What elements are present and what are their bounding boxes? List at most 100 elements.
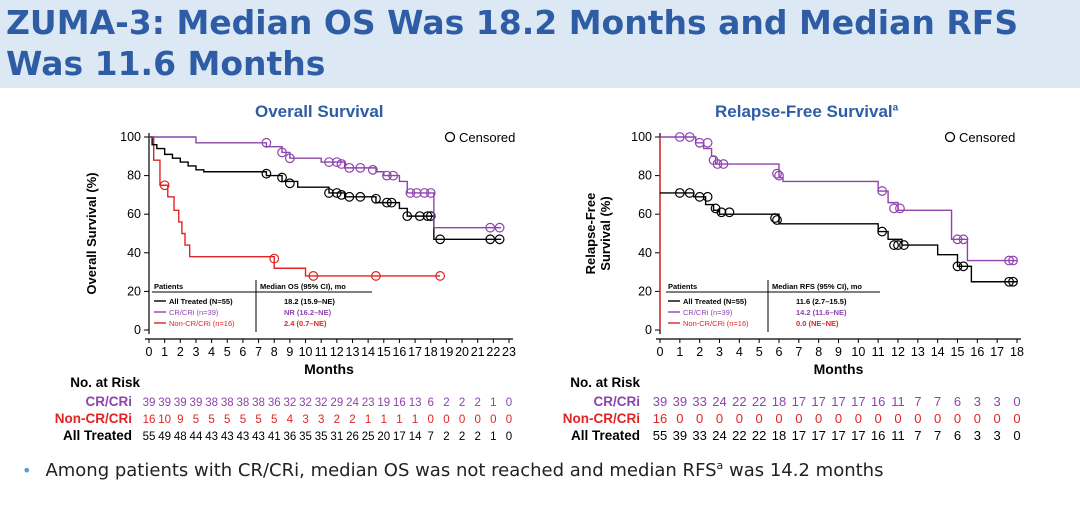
os-at-risk-value-all: 44 <box>190 431 203 443</box>
rfs-at-risk-value-crcri: 7 <box>934 394 941 409</box>
os-at-risk-value-crcri: 38 <box>237 397 250 409</box>
os-censor-mark-crcri <box>388 170 399 181</box>
rfs-censor-mark-all <box>770 213 780 223</box>
rfs-at-risk-value-noncr: 0 <box>716 411 723 426</box>
os-at-risk-value-crcri: 0 <box>506 397 512 409</box>
rfs-y-tick-label: 0 <box>645 323 652 337</box>
os-at-risk-value-all: 43 <box>237 431 250 443</box>
os-at-risk-value-crcri: 23 <box>362 397 375 409</box>
rfs-at-risk-value-all: 3 <box>974 428 981 443</box>
rfs-at-risk-value-noncr: 0 <box>775 411 782 426</box>
os-at-risk-value-crcri: 32 <box>283 397 296 409</box>
rfs-censor-mark-all <box>674 188 685 198</box>
os-censor-mark-all <box>422 211 433 222</box>
os-at-risk-value-all: 48 <box>174 431 187 443</box>
rfs-at-risk-value-noncr: 16 <box>653 411 667 426</box>
rfs-chart-title: Relapse-Free Survivala <box>715 102 898 122</box>
rfs-at-risk-label-noncr: Non-CR/CRi <box>563 411 640 426</box>
rfs-censor-mark-all <box>958 261 969 272</box>
os-censor-mark-all <box>414 211 425 222</box>
rfs-at-risk-value-noncr: 0 <box>815 411 822 426</box>
rfs-at-risk-value-noncr: 0 <box>696 411 703 426</box>
rfs-at-risk-value-all: 39 <box>673 428 687 443</box>
rfs-at-risk-value-noncr: 0 <box>855 411 862 426</box>
os-censor-mark-crcri <box>382 170 392 181</box>
os-x-tick-label: 3 <box>192 345 199 359</box>
rfs-legend-label-noncr: Non-CR/CRi (n=16) <box>683 319 749 328</box>
rfs-at-risk-value-noncr: 0 <box>875 411 882 426</box>
rfs-x-tick-label: 8 <box>815 345 822 359</box>
rfs-y-axis-label-line: Survival (%) <box>598 196 613 270</box>
rfs-x-tick-label: 9 <box>835 345 842 359</box>
os-x-tick-label: 13 <box>346 345 360 359</box>
os-at-risk-value-all: 0 <box>506 431 512 443</box>
rfs-x-tick-label: 3 <box>716 345 723 359</box>
os-censor-mark-crcri <box>367 164 378 175</box>
rfs-censor-mark-crcri <box>952 234 963 245</box>
os-at-risk-value-all: 25 <box>362 431 375 443</box>
os-censor-mark-crcri <box>419 188 430 198</box>
rfs-at-risk-value-noncr: 0 <box>894 411 901 426</box>
rfs-at-risk-value-noncr: 0 <box>954 411 961 426</box>
rfs-censor-mark-crcri <box>1008 255 1018 266</box>
os-censor-mark-all <box>485 234 496 245</box>
os-at-risk-label-noncr: Non-CR/CRi <box>55 411 132 426</box>
rfs-censor-mark-all <box>1008 276 1018 287</box>
rfs-at-risk-value-noncr: 0 <box>795 411 802 426</box>
os-x-tick-label: 15 <box>377 345 391 359</box>
os-at-risk-label-all: All Treated <box>63 428 132 443</box>
os-at-risk-label-crcri: CR/CRi <box>86 394 133 409</box>
os-x-tick-label: 4 <box>208 345 215 359</box>
os-at-risk-value-all: 36 <box>283 431 296 443</box>
os-censor-mark-crcri <box>277 147 287 158</box>
os-at-risk-value-all: 41 <box>268 431 281 443</box>
os-y-tick-label: 20 <box>127 284 141 298</box>
os-at-risk-value-crcri: 39 <box>190 397 203 409</box>
rfs-censor-mark-all <box>684 188 695 198</box>
rfs-at-risk-value-noncr: 0 <box>934 411 941 426</box>
os-at-risk-value-all: 14 <box>409 431 422 443</box>
os-at-risk-value-noncr: 10 <box>158 414 171 426</box>
os-at-risk-value-noncr: 0 <box>474 414 480 426</box>
rfs-censor-mark-crcri <box>958 234 969 245</box>
rfs-legend-header-patients: Patients <box>668 282 697 291</box>
os-censor-mark-all <box>277 172 287 183</box>
rfs-censored-legend-marker <box>944 131 956 143</box>
rfs-x-tick-label: 12 <box>891 345 905 359</box>
rfs-at-risk-value-crcri: 22 <box>732 394 746 409</box>
rfs-at-risk-value-crcri: 7 <box>914 394 921 409</box>
os-at-risk-value-noncr: 5 <box>255 414 261 426</box>
os-censor-mark-crcri <box>425 188 436 198</box>
os-x-tick-label: 22 <box>486 345 500 359</box>
os-censor-mark-crcri <box>336 159 347 169</box>
os-y-tick-label: 0 <box>134 323 141 337</box>
slide-title: ZUMA-3: Median OS Was 18.2 Months and Me… <box>6 3 1019 83</box>
rfs-y-tick-label: 80 <box>638 169 652 183</box>
os-at-risk-value-all: 2 <box>459 431 465 443</box>
os-at-risk-value-all: 26 <box>346 431 359 443</box>
rfs-at-risk-label-crcri: CR/CRi <box>594 394 641 409</box>
rfs-legend-median-noncr: 0.0 (NE–NE) <box>796 319 839 328</box>
os-legend-label-crcri: CR/CRi (n=39) <box>169 308 219 317</box>
os-censor-mark-crcri <box>331 157 342 167</box>
os-at-risk-value-crcri: 39 <box>143 397 156 409</box>
os-x-tick-label: 2 <box>177 345 184 359</box>
os-at-risk-value-noncr: 5 <box>224 414 230 426</box>
rfs-at-risk-value-noncr: 0 <box>835 411 842 426</box>
os-at-risk-value-noncr: 5 <box>271 414 277 426</box>
os-censor-mark-crcri <box>261 137 272 148</box>
os-x-tick-label: 14 <box>361 345 375 359</box>
os-censor-mark-crcri <box>494 222 505 233</box>
os-x-tick-label: 0 <box>146 345 153 359</box>
os-at-risk-value-crcri: 2 <box>459 397 465 409</box>
os-x-tick-label: 17 <box>408 345 422 359</box>
rfs-at-risk-value-crcri: 0 <box>1013 394 1020 409</box>
os-y-tick-label: 80 <box>127 169 141 183</box>
os-at-risk-value-crcri: 19 <box>377 397 390 409</box>
os-at-risk-value-all: 43 <box>252 431 265 443</box>
os-at-risk-value-crcri: 2 <box>443 397 449 409</box>
rfs-censor-mark-all <box>716 207 727 218</box>
os-at-risk-value-crcri: 38 <box>252 397 265 409</box>
rfs-x-tick-label: 7 <box>795 345 802 359</box>
